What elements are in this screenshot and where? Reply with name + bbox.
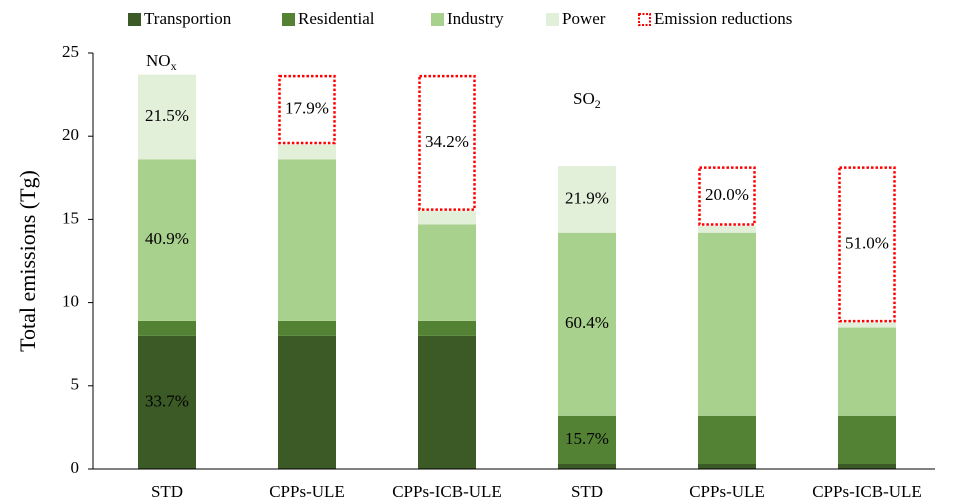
bar-segment (838, 415, 896, 465)
legend-label: Emission reductions (654, 9, 792, 28)
bar-segment (138, 335, 196, 469)
annotation: NOx (146, 51, 177, 73)
bar-segment (698, 232, 756, 416)
share-label: 33.7% (145, 391, 189, 410)
bar-segment (138, 159, 196, 321)
legend-label: Residential (298, 9, 375, 28)
annotation: SO2 (573, 89, 601, 111)
legend-swatch (638, 13, 651, 26)
annotation-sub: 2 (595, 97, 601, 111)
bar-segment (138, 74, 196, 160)
y-tick-label: 20 (62, 125, 79, 144)
share-label: 17.9% (285, 98, 329, 117)
share-label: 21.9% (565, 188, 609, 207)
bar-segment (278, 335, 336, 469)
bar-segment (698, 415, 756, 465)
reduction-box (278, 74, 336, 145)
annotation-text: NO (146, 51, 171, 70)
share-label: 15.7% (565, 429, 609, 448)
reduction-box (838, 166, 896, 323)
bar-segment (418, 211, 476, 225)
bar-segment (698, 464, 756, 469)
bar-segment (558, 464, 616, 469)
bar-segment (558, 166, 616, 233)
bar-segment (838, 322, 896, 328)
share-label: 34.2% (425, 132, 469, 151)
annotation-text: SO (573, 89, 595, 108)
reduction-box (698, 166, 756, 226)
legend-swatch (431, 13, 444, 26)
legend-label: Power (562, 9, 606, 28)
y-tick-label: 10 (62, 292, 79, 311)
bar-segment (278, 144, 336, 160)
x-tick-label: CPPs-ULE (689, 482, 765, 501)
y-tick-label: 15 (62, 208, 79, 227)
share-label: 51.0% (845, 233, 889, 252)
bar-segment (838, 464, 896, 469)
share-label: 40.9% (145, 229, 189, 248)
legend-swatch (282, 13, 295, 26)
y-tick-label: 0 (71, 458, 80, 477)
bar-segment (418, 335, 476, 469)
x-tick-label: CPPs-ICB-ULE (812, 482, 922, 501)
bar-segment (418, 224, 476, 321)
bar-segment (698, 226, 756, 233)
bar-segment (278, 159, 336, 321)
legend-swatch (546, 13, 559, 26)
bar-segment (418, 320, 476, 336)
legend-label: Transportion (144, 9, 232, 28)
annotation-sub: x (171, 59, 177, 73)
share-label: 21.5% (145, 106, 189, 125)
x-tick-label: CPPs-ICB-ULE (392, 482, 502, 501)
legend-swatch (128, 13, 141, 26)
bar-segment (138, 320, 196, 336)
share-label: 20.0% (705, 185, 749, 204)
bar-segment (278, 320, 336, 336)
legend-label: Industry (447, 9, 504, 28)
x-tick-label: STD (571, 482, 603, 501)
x-tick-label: STD (151, 482, 183, 501)
y-tick-label: 25 (62, 42, 79, 61)
x-tick-label: CPPs-ULE (269, 482, 345, 501)
reduction-box (418, 74, 476, 211)
bar-segment (838, 327, 896, 416)
y-tick-label: 5 (71, 375, 80, 394)
bar-segment (558, 232, 616, 416)
bar-segment (558, 415, 616, 465)
share-label: 60.4% (565, 313, 609, 332)
y-axis-label: Total emissions (Tg) (15, 170, 40, 352)
